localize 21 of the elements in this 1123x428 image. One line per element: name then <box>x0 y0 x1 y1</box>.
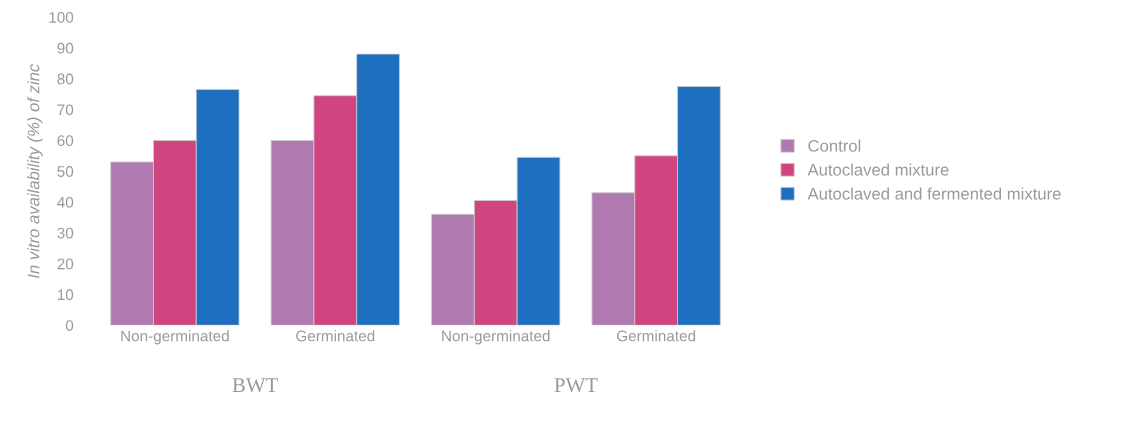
legend-label: Autoclaved mixture <box>807 163 949 176</box>
text: BWT <box>232 378 278 393</box>
y-tick-label: 30 <box>57 227 74 239</box>
y-tick-label: 100 <box>49 11 74 23</box>
x-tick-label: Non-germinated <box>121 330 229 345</box>
y-axis-title: In vitro availability (%) of zinc <box>27 63 43 278</box>
x-tick-label: Germinated <box>296 330 375 342</box>
y-tick-label: 40 <box>57 196 74 208</box>
y-tick-label: 90 <box>57 42 74 54</box>
legend-label: Control <box>808 139 861 152</box>
y-tick-label: 80 <box>57 73 74 85</box>
y-tick-label: 50 <box>57 166 74 177</box>
y-tick-label: 10 <box>57 289 74 301</box>
y-tick-label: 60 <box>57 135 74 147</box>
legend-label: Autoclaved and fermented mixture <box>807 187 1061 200</box>
x-tick-label: Germinated <box>617 330 696 342</box>
y-tick-label: 0 <box>65 320 74 331</box>
x-tick-label: Non-germinated <box>442 330 550 345</box>
y-tick-label: 20 <box>57 258 74 270</box>
text: PWT <box>554 378 598 393</box>
y-tick-label: 70 <box>57 104 74 116</box>
